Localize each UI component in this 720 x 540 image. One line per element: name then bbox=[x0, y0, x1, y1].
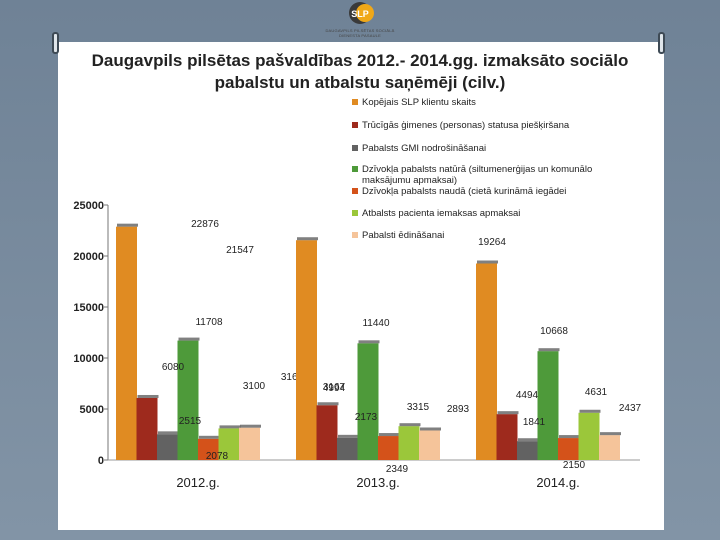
bar-top-edge bbox=[158, 431, 179, 435]
bar-top-edge bbox=[600, 432, 621, 436]
legend-label: Trūcīgās ģimenes (personas) statusa pieš… bbox=[362, 120, 570, 131]
bar-top-edge bbox=[137, 394, 159, 398]
legend-label: Dzīvokļa pabalsts natūrā (siltumenerģija… bbox=[362, 164, 592, 186]
data-label: 2349 bbox=[386, 464, 409, 475]
bar-top-edge bbox=[379, 433, 400, 437]
data-label: 11440 bbox=[362, 318, 390, 329]
binder-ring-icon bbox=[650, 32, 672, 54]
bar bbox=[537, 351, 559, 460]
binder-ring-icon bbox=[44, 32, 66, 54]
bar-top-edge bbox=[559, 435, 580, 439]
legend-label: Dzīvokļa pabalsts naudā (cietā kurināmā … bbox=[362, 186, 566, 197]
x-tick-label: 2012.g. bbox=[176, 475, 219, 490]
x-tick-label: 2014.g. bbox=[536, 475, 579, 490]
logo-mark: SLP bbox=[351, 9, 369, 19]
data-label: 4631 bbox=[585, 387, 608, 398]
x-tick-label: 2013.g. bbox=[356, 475, 399, 490]
bar bbox=[218, 428, 240, 460]
data-label: 3315 bbox=[407, 402, 430, 413]
legend-swatch bbox=[352, 99, 358, 105]
slp-logo: SLP bbox=[349, 2, 374, 24]
bar bbox=[177, 340, 199, 460]
data-label: 6080 bbox=[162, 362, 185, 373]
bar bbox=[337, 437, 358, 460]
bar bbox=[116, 226, 137, 460]
legend-swatch bbox=[352, 145, 358, 151]
bar bbox=[599, 435, 620, 460]
bar-top-edge bbox=[317, 402, 339, 406]
logo-caption: DAUGAVPILS PILSĒTAS SOCIĀLĀ DIENESTA PAS… bbox=[325, 28, 395, 38]
data-label: 2150 bbox=[563, 460, 586, 471]
data-label: 11708 bbox=[195, 317, 223, 328]
legend-swatch bbox=[352, 122, 358, 128]
bar bbox=[517, 441, 538, 460]
data-label: 4494 bbox=[516, 390, 539, 401]
y-tick-label: 20000 bbox=[73, 251, 104, 263]
bar bbox=[378, 436, 399, 460]
data-label: 2078 bbox=[206, 451, 229, 462]
data-label: 2893 bbox=[447, 404, 470, 415]
bar bbox=[296, 240, 317, 460]
bar bbox=[476, 263, 497, 460]
bar bbox=[157, 434, 178, 460]
legend-label: Pabalsts GMI nodrošināšanai bbox=[362, 143, 486, 154]
bar-top-edge bbox=[297, 237, 318, 241]
legend-swatch bbox=[352, 166, 358, 172]
bar-top-edge bbox=[579, 409, 601, 413]
data-label: 2437 bbox=[619, 403, 642, 414]
y-tick-label: 5000 bbox=[80, 404, 104, 416]
bar-top-edge bbox=[178, 337, 200, 341]
data-label: 2515 bbox=[179, 416, 202, 427]
legend-label: Pabalsti ēdināšanai bbox=[362, 230, 444, 241]
legend-label: Atbalsts pacienta iemaksas apmaksai bbox=[362, 208, 520, 219]
data-label: 1841 bbox=[523, 417, 546, 428]
bar bbox=[357, 343, 379, 460]
bar bbox=[558, 438, 579, 460]
bar-top-edge bbox=[219, 425, 241, 429]
data-label: 19264 bbox=[478, 237, 506, 248]
bar-top-edge bbox=[538, 348, 560, 352]
data-label: 10668 bbox=[540, 326, 568, 337]
legend-swatch bbox=[352, 232, 358, 238]
bar-top-edge bbox=[518, 438, 539, 442]
y-tick-label: 25000 bbox=[73, 200, 104, 212]
chart-title: Daugavpils pilsētas pašvaldības 2012.- 2… bbox=[91, 51, 629, 92]
y-tick-label: 0 bbox=[98, 455, 104, 467]
bar-top-edge bbox=[338, 434, 359, 438]
bar-top-edge bbox=[497, 411, 519, 415]
legend-swatch bbox=[352, 210, 358, 216]
bar-top-edge bbox=[199, 435, 220, 439]
bar bbox=[398, 426, 420, 460]
data-label: 3167 bbox=[323, 382, 346, 393]
bar bbox=[198, 438, 219, 460]
y-tick-label: 10000 bbox=[73, 353, 104, 365]
data-label: 21547 bbox=[226, 245, 254, 256]
bar-top-edge bbox=[399, 423, 421, 427]
bar bbox=[419, 430, 440, 460]
data-label: 22876 bbox=[191, 219, 219, 230]
bar bbox=[316, 405, 338, 460]
data-label: 4994 bbox=[323, 383, 346, 394]
bar-top-edge bbox=[117, 223, 138, 227]
data-label: 2173 bbox=[355, 412, 378, 423]
legend-swatch bbox=[352, 188, 358, 194]
data-label: 3100 bbox=[243, 381, 266, 392]
bar-top-edge bbox=[420, 427, 441, 431]
data-label: 3167 bbox=[281, 372, 304, 383]
bar-top-edge bbox=[477, 260, 498, 264]
bar bbox=[136, 397, 158, 460]
bar bbox=[239, 427, 260, 460]
bar bbox=[578, 412, 600, 460]
legend-label: Kopējais SLP klientu skaits bbox=[362, 97, 476, 108]
bar-top-edge bbox=[358, 340, 380, 344]
y-tick-label: 15000 bbox=[73, 302, 104, 314]
bar bbox=[496, 414, 518, 460]
bar-top-edge bbox=[240, 424, 261, 428]
